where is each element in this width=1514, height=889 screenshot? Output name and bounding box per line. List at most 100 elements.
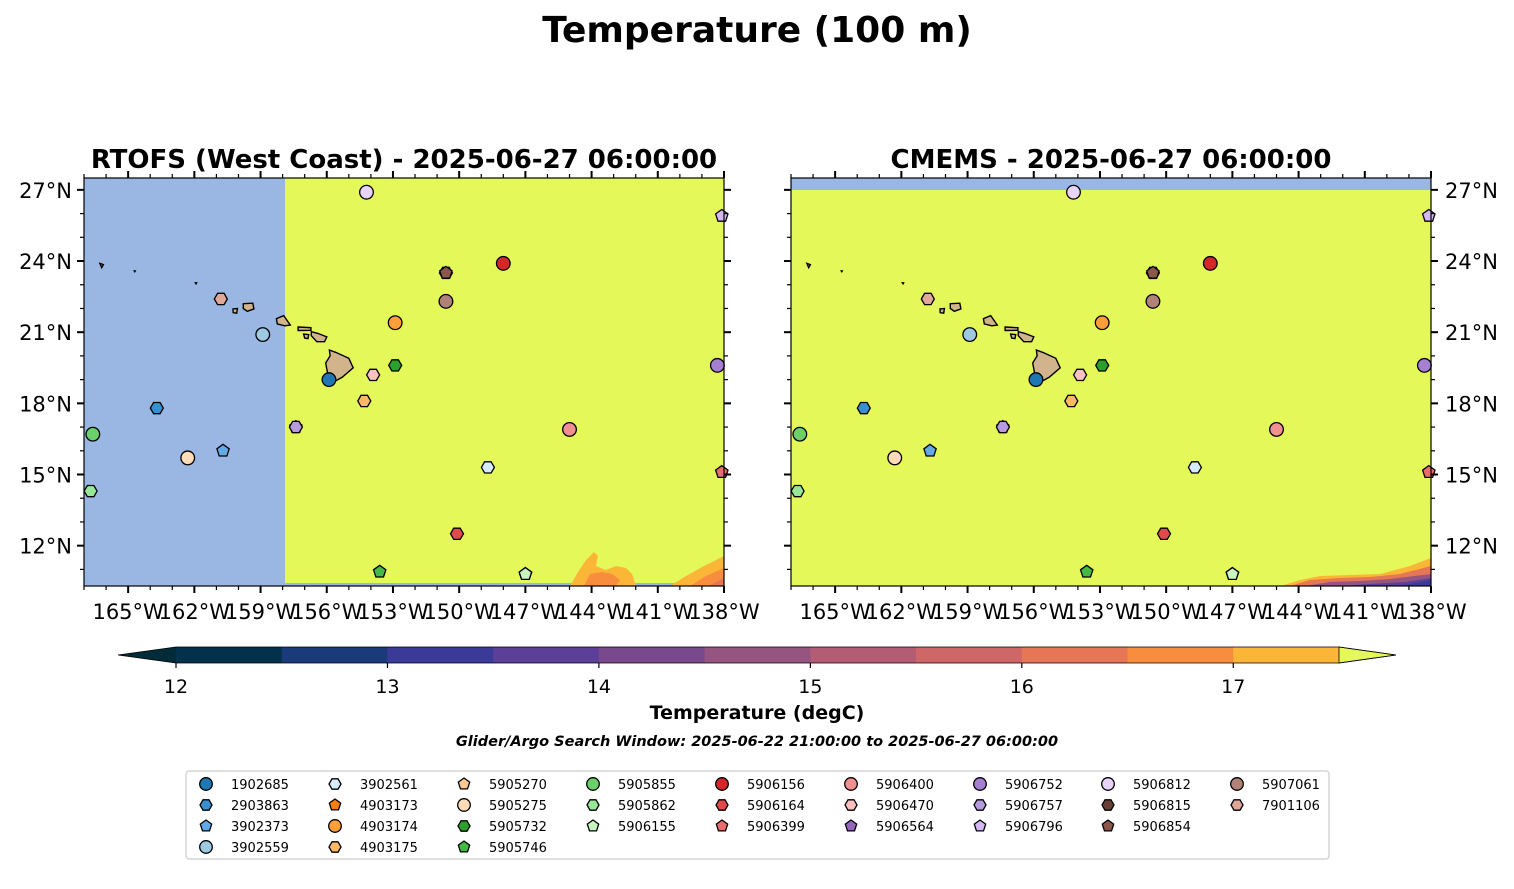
platform-marker-5905746 bbox=[372, 564, 387, 578]
legend-label: 5905855 bbox=[618, 778, 676, 793]
no-data-strip bbox=[791, 178, 1431, 190]
axes-frame bbox=[790, 177, 1432, 587]
legend-marker-5906156 bbox=[715, 777, 729, 791]
x-tick-label: 162°W bbox=[866, 600, 938, 624]
platform-marker-7901106 bbox=[920, 292, 936, 306]
y-tick-label: 15°N bbox=[19, 464, 72, 488]
y-tick-label: 21°N bbox=[19, 321, 72, 345]
colorbar-tick-label: 16 bbox=[1010, 676, 1034, 698]
legend-label: 5906796 bbox=[1005, 820, 1063, 835]
legend-label: 2903863 bbox=[231, 799, 289, 814]
platform-marker-5905732 bbox=[387, 359, 403, 372]
colorbar-segment bbox=[1233, 647, 1340, 663]
legend-item: 5906400 bbox=[844, 777, 934, 793]
x-tick-label: 150°W bbox=[1130, 600, 1202, 624]
platform-marker-3902373 bbox=[923, 443, 937, 457]
legend-item: 4903175 bbox=[328, 841, 418, 856]
colorbar-segment bbox=[387, 647, 494, 663]
platform-marker-5906400 bbox=[562, 421, 577, 437]
platform-marker-5906752 bbox=[1416, 357, 1432, 373]
legend-label: 5906399 bbox=[747, 820, 805, 835]
legend-marker-5906155 bbox=[586, 819, 600, 832]
platform-marker-3902561 bbox=[480, 461, 496, 474]
maui-island bbox=[310, 330, 328, 343]
legend-item: 5906155 bbox=[586, 819, 676, 835]
y-tick-label: 24°N bbox=[19, 250, 72, 274]
platform-marker-5907061 bbox=[1145, 293, 1161, 309]
platform-marker-5906400 bbox=[1269, 421, 1284, 437]
platform-marker-1902685 bbox=[1028, 372, 1044, 388]
legend-item: 5906564 bbox=[844, 819, 934, 835]
legend-marker-4903174 bbox=[328, 819, 342, 833]
legend-marker-5907061 bbox=[1230, 777, 1244, 791]
y-tick-label: 27°N bbox=[1445, 179, 1498, 203]
oahu-island bbox=[275, 314, 292, 327]
no-data-strip bbox=[285, 583, 724, 586]
platform-marker-2903863 bbox=[856, 401, 872, 415]
platform-marker-3902373 bbox=[216, 443, 230, 457]
legend-marker-5905862 bbox=[586, 799, 600, 811]
y-tick-label: 27°N bbox=[19, 179, 72, 203]
platform-marker-5906470 bbox=[365, 368, 381, 382]
platform-marker-5905855 bbox=[85, 426, 101, 442]
legend-item: 3902561 bbox=[328, 778, 418, 793]
legend-label: 4903174 bbox=[360, 820, 418, 835]
legend-marker-5905732 bbox=[457, 820, 471, 832]
legend-item: 5905275 bbox=[457, 798, 547, 814]
kauai-island bbox=[949, 302, 962, 313]
nihoa-island bbox=[194, 282, 198, 286]
search-window-note: Glider/Argo Search Window: 2025-06-22 21… bbox=[456, 734, 1058, 750]
colorbar-segment bbox=[176, 647, 283, 663]
platform-marker-5905862 bbox=[83, 484, 98, 498]
platform-markers bbox=[790, 184, 1436, 581]
legend-item: 5905855 bbox=[586, 777, 676, 793]
legend-marker-4903173 bbox=[328, 798, 342, 811]
platform-marker-1902685 bbox=[321, 372, 337, 388]
legend-item: 5906854 bbox=[1101, 819, 1191, 835]
panel-title-rtofs: RTOFS (West Coast) - 2025-06-27 06:00:00 bbox=[91, 145, 717, 175]
molokai-island bbox=[297, 326, 312, 332]
platform-marker-5906156 bbox=[1202, 255, 1218, 271]
maui-island bbox=[1017, 330, 1035, 343]
legend-marker-2903863 bbox=[199, 799, 213, 811]
niihau-island bbox=[939, 307, 946, 314]
platform-marker-5906854 bbox=[1145, 265, 1160, 279]
legend-marker-5906399 bbox=[715, 819, 729, 832]
legend-label: 3902561 bbox=[360, 778, 418, 793]
ocean-field bbox=[791, 178, 1431, 586]
legend-marker-5906796 bbox=[973, 819, 987, 832]
platform-marker-4903174 bbox=[387, 315, 403, 331]
legend-item: 5905862 bbox=[586, 799, 676, 814]
legend-label: 7901106 bbox=[1262, 799, 1320, 814]
platform-marker-5906812 bbox=[1066, 184, 1081, 200]
legend-marker-5906400 bbox=[844, 777, 858, 791]
x-tick-label: 165°W bbox=[92, 600, 164, 624]
legend-marker-3902559 bbox=[199, 840, 213, 854]
platform-marker-5905746 bbox=[1079, 564, 1094, 578]
map-panel-cmems: CMEMS - 2025-06-27 06:00:00 165°W162°W15… bbox=[784, 145, 1498, 624]
platform-marker-5906470 bbox=[1072, 368, 1088, 382]
platform-marker-5906854 bbox=[438, 265, 453, 279]
x-tick-label: 159°W bbox=[225, 600, 297, 624]
legend-marker-5906164 bbox=[715, 799, 729, 811]
legend-label: 5906815 bbox=[1133, 799, 1191, 814]
legend-marker-7901106 bbox=[1230, 799, 1244, 811]
axis-ticks: 165°W162°W159°W156°W153°W150°W147°W144°W… bbox=[19, 171, 760, 624]
legend-item: 5906156 bbox=[715, 777, 805, 793]
axis-ticks: 165°W162°W159°W156°W153°W150°W147°W144°W… bbox=[784, 171, 1498, 624]
legend-item: 5906470 bbox=[844, 799, 934, 814]
colorbar-segment bbox=[493, 647, 600, 663]
legend-label: 5906155 bbox=[618, 820, 676, 835]
kauai-island bbox=[242, 302, 255, 313]
colorbar-segment bbox=[1127, 647, 1234, 663]
oahu-island bbox=[982, 314, 999, 327]
legend-item: 3902373 bbox=[199, 819, 289, 835]
x-tick-label: 156°W bbox=[998, 600, 1070, 624]
legend-marker-5906815 bbox=[1101, 799, 1115, 811]
legend-label: 5905862 bbox=[618, 799, 676, 814]
platform-marker-3902559 bbox=[962, 327, 978, 343]
colorbar-segment bbox=[916, 647, 1023, 663]
platform-marker-7901106 bbox=[213, 292, 229, 306]
legend-item: 5906164 bbox=[715, 799, 805, 814]
y-tick-label: 15°N bbox=[1445, 464, 1498, 488]
